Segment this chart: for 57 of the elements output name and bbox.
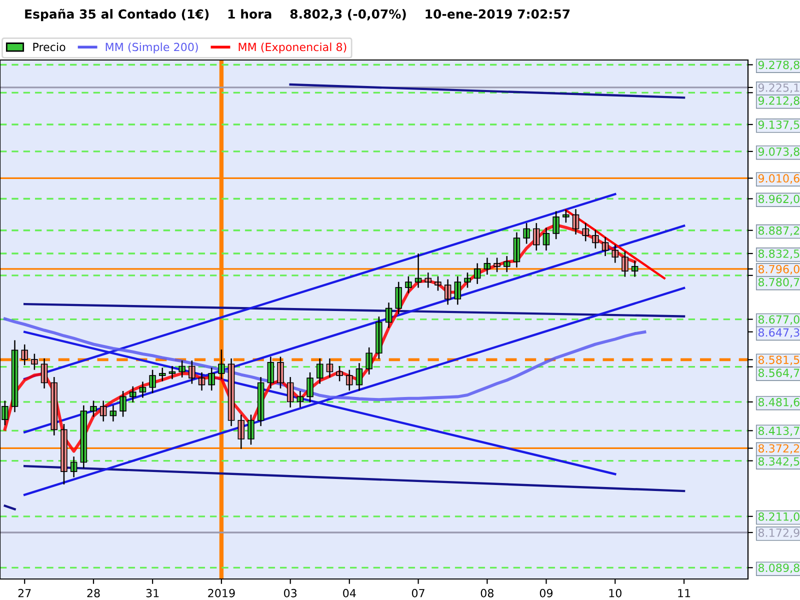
- candlestick: [533, 223, 540, 251]
- y-tick-label: 8.796,0: [758, 264, 800, 274]
- x-tick-label: 09: [540, 588, 553, 598]
- y-tick-label: 8.962,0: [758, 194, 800, 204]
- x-tick-label: 31: [146, 588, 159, 598]
- chart-title: España 35 al Contado (1€) 1 hora 8.802,3 (-0,07%) 10-ene-2019 7:02:57: [25, 8, 570, 22]
- y-tick-label: 8.413,7: [758, 426, 800, 436]
- candlestick: [218, 350, 225, 380]
- y-tick-label: 9.073,8: [758, 147, 800, 157]
- y-tick-label: 8.647,3: [758, 328, 800, 338]
- y-tick-label: 8.372,2: [758, 444, 800, 454]
- candlestick: [208, 368, 215, 391]
- y-tick-label: 8.581,5: [758, 356, 800, 366]
- candlestick: [622, 251, 628, 277]
- x-tick-label: 11: [678, 589, 690, 598]
- y-tick-label: 8.832,5: [758, 249, 800, 260]
- legend-label: Precio: [33, 42, 66, 52]
- y-tick-label: 9.212,8: [758, 96, 800, 106]
- y-tick-label: 8.089,8: [758, 564, 800, 574]
- candlestick: [552, 211, 560, 240]
- y-tick-label: 9.010,6: [758, 174, 800, 184]
- y-tick-label: 9.137,5: [758, 120, 800, 130]
- legend-label: MM (Simple 200): [106, 42, 198, 54]
- x-tick-label: 28: [87, 588, 100, 598]
- candlestick: [346, 370, 353, 391]
- legend-label: MM (Exponencial 8): [238, 42, 346, 54]
- x-tick-label: 27: [18, 588, 31, 598]
- candlestick: [366, 347, 372, 374]
- line-series: [3, 317, 646, 402]
- x-tick-label: 07: [412, 588, 424, 598]
- y-tick-label: 8.564,7: [758, 368, 800, 378]
- candlestick: [405, 276, 412, 294]
- y-tick-label: 9.278,8: [758, 60, 800, 70]
- y-tick-label: 8.342,5: [758, 457, 800, 467]
- y-tick-label: 8.780,7: [758, 278, 800, 288]
- candlestick: [562, 210, 570, 223]
- candlestick: [592, 230, 599, 248]
- y-tick-label: 8.211,0: [758, 512, 800, 522]
- y-tick-label: 9.225,1: [758, 83, 800, 93]
- candlestick: [159, 368, 166, 382]
- candlestick: [21, 344, 28, 366]
- candlestick: [434, 276, 442, 291]
- y-tick-label: 8.481,6: [758, 398, 800, 408]
- y-tick-label: 8.172,9: [758, 528, 800, 538]
- x-tick-label: 04: [343, 588, 356, 598]
- candlestick: [90, 400, 97, 417]
- candlestick: [248, 414, 254, 445]
- candlestick: [31, 354, 38, 370]
- x-tick-label: 2019: [208, 588, 235, 598]
- candlestick: [494, 258, 500, 272]
- x-tick-label: 08: [480, 588, 494, 598]
- candlestick: [306, 372, 314, 402]
- candlestick: [149, 370, 156, 394]
- x-tick-label: 03: [284, 588, 297, 598]
- y-tick-label: 8.887,2: [758, 226, 800, 236]
- x-tick-label: 10: [609, 588, 622, 598]
- y-tick-label: 8.677,0: [758, 315, 800, 325]
